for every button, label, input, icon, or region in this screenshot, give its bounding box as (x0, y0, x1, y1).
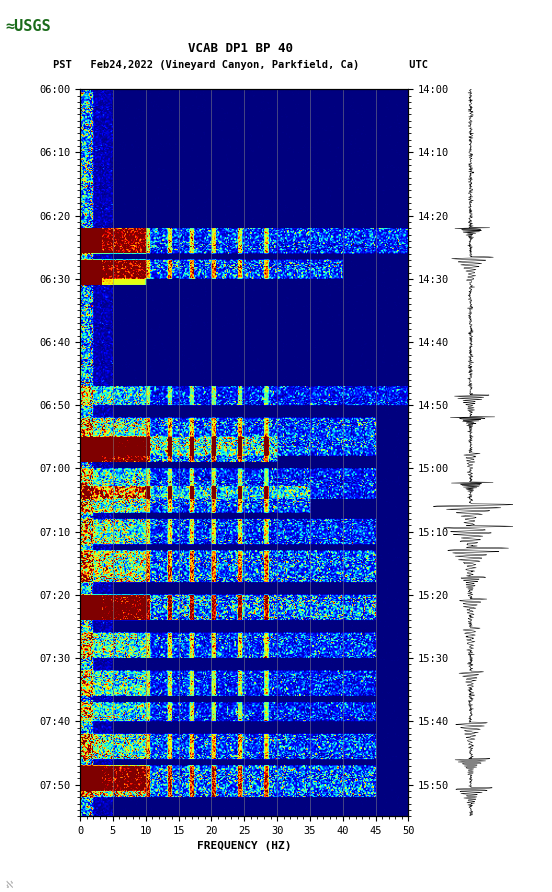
X-axis label: FREQUENCY (HZ): FREQUENCY (HZ) (197, 841, 291, 852)
Text: ℵ: ℵ (6, 880, 13, 889)
Text: VCAB DP1 BP 40: VCAB DP1 BP 40 (188, 42, 293, 55)
Text: PST   Feb24,2022 (Vineyard Canyon, Parkfield, Ca)        UTC: PST Feb24,2022 (Vineyard Canyon, Parkfie… (52, 60, 428, 70)
Text: ≈USGS: ≈USGS (6, 19, 51, 34)
